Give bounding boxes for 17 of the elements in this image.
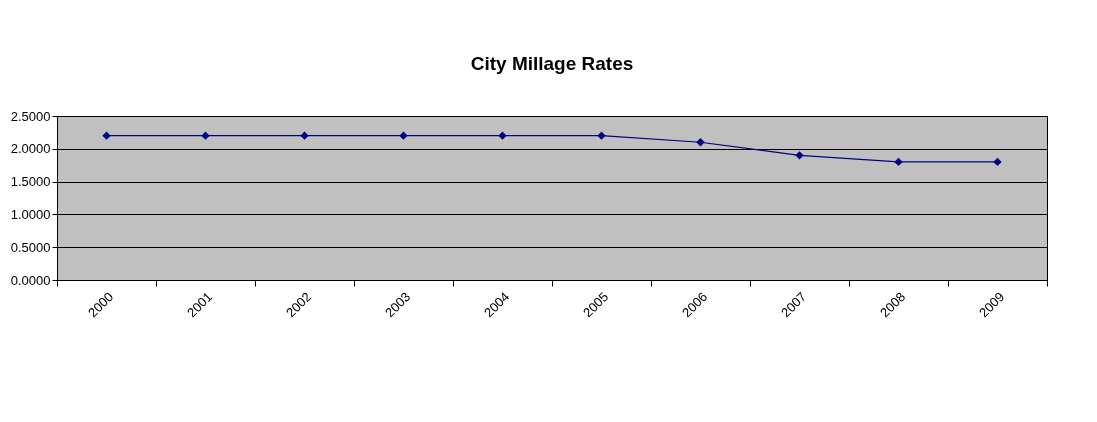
point	[597, 131, 606, 140]
point	[795, 151, 804, 160]
point	[696, 138, 705, 147]
point	[399, 131, 408, 140]
y-tick-label: 2.5000	[10, 108, 51, 124]
point	[300, 131, 309, 140]
y-tick-label: 0.5000	[10, 239, 51, 255]
point	[993, 157, 1002, 167]
point	[498, 131, 507, 140]
y-tick-label: 1.5000	[10, 174, 51, 190]
point	[894, 157, 903, 167]
point	[201, 131, 210, 140]
point	[102, 131, 111, 140]
y-tick-label: 1.0000	[10, 206, 51, 222]
y-tick-label: 0.0000	[10, 272, 51, 288]
y-tick-label: 2.0000	[10, 141, 51, 157]
chart-title: City Millage Rates	[470, 53, 634, 74]
